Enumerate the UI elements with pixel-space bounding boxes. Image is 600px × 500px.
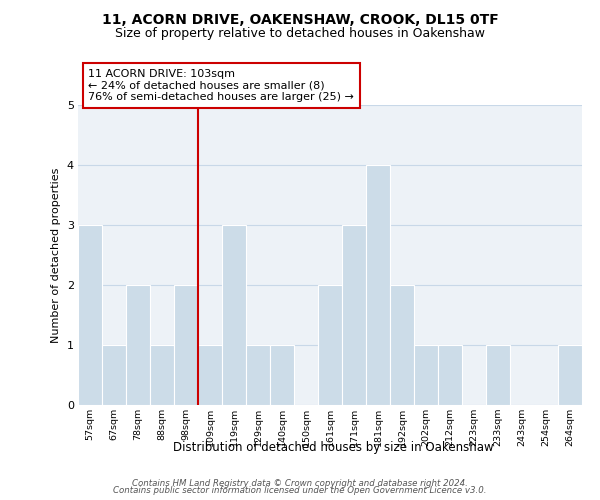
Bar (318, 285, 342, 405)
Bar (390, 285, 414, 405)
Bar (414, 345, 438, 405)
Bar (270, 345, 294, 405)
Bar (222, 225, 246, 405)
Bar (126, 285, 150, 405)
Text: Contains public sector information licensed under the Open Government Licence v3: Contains public sector information licen… (113, 486, 487, 495)
Bar (174, 285, 198, 405)
Text: Distribution of detached houses by size in Oakenshaw: Distribution of detached houses by size … (173, 441, 493, 454)
Text: 11, ACORN DRIVE, OAKENSHAW, CROOK, DL15 0TF: 11, ACORN DRIVE, OAKENSHAW, CROOK, DL15 … (101, 12, 499, 26)
Bar (102, 345, 126, 405)
Bar (486, 345, 510, 405)
Text: 11 ACORN DRIVE: 103sqm
← 24% of detached houses are smaller (8)
76% of semi-deta: 11 ACORN DRIVE: 103sqm ← 24% of detached… (88, 69, 354, 102)
Bar (558, 345, 582, 405)
Bar (438, 345, 462, 405)
Bar (342, 225, 366, 405)
Bar (78, 225, 102, 405)
Bar (366, 165, 390, 405)
Bar (198, 345, 222, 405)
Bar (150, 345, 174, 405)
Bar (246, 345, 270, 405)
Y-axis label: Number of detached properties: Number of detached properties (51, 168, 61, 342)
Text: Contains HM Land Registry data © Crown copyright and database right 2024.: Contains HM Land Registry data © Crown c… (132, 478, 468, 488)
Text: Size of property relative to detached houses in Oakenshaw: Size of property relative to detached ho… (115, 28, 485, 40)
